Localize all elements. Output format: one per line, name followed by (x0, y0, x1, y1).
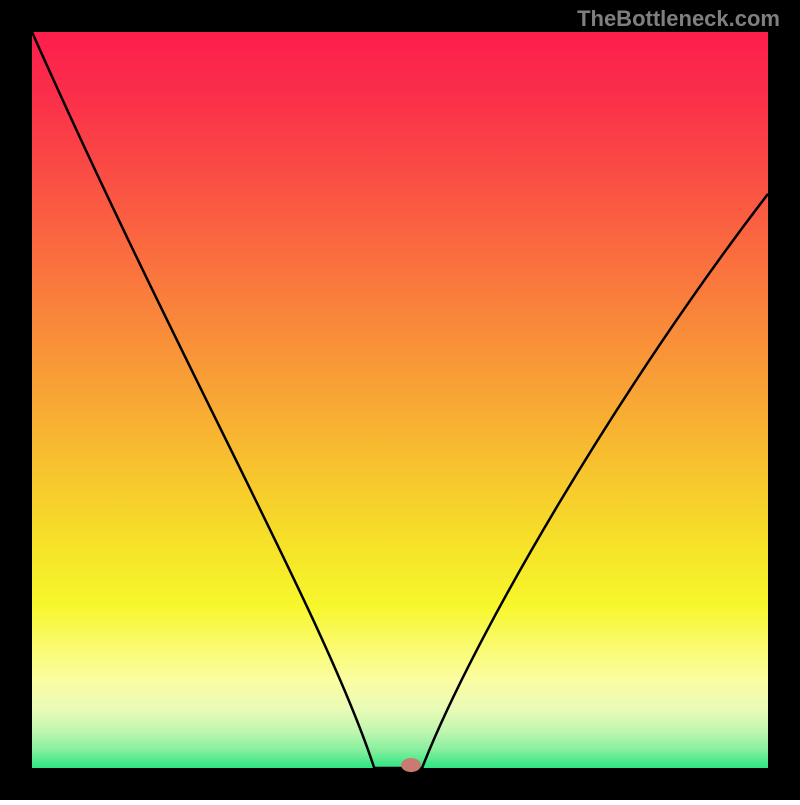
optimum-marker (401, 758, 421, 772)
watermark-label: TheBottleneck.com (577, 6, 780, 32)
plot-gradient-area (32, 32, 768, 768)
bottleneck-curve-chart (0, 0, 800, 800)
chart-container: TheBottleneck.com (0, 0, 800, 800)
